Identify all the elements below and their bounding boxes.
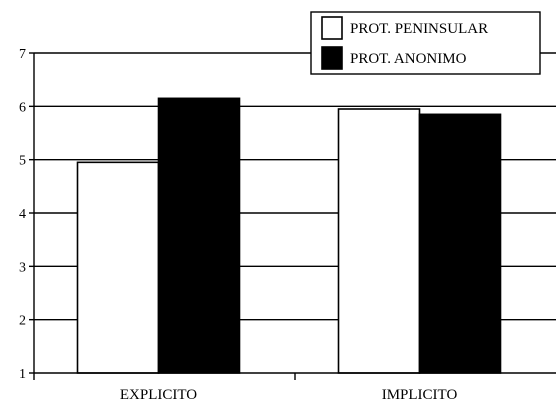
category-label: EXPLICITO (120, 387, 197, 403)
bars (76, 97, 502, 374)
y-tick-label: 5 (19, 154, 26, 169)
y-tick-label: 2 (19, 314, 26, 329)
y-tick-label: 1 (19, 367, 26, 382)
legend-swatch (321, 46, 343, 70)
legend-label: PROT. ANONIMO (350, 51, 467, 67)
bar-anonimo-implicito (418, 113, 502, 374)
bar-anonimo-explicito (157, 97, 241, 374)
y-tick-label: 6 (19, 100, 26, 115)
category-labels: EXPLICITO IMPLICITO (120, 387, 458, 403)
y-tick-label: 7 (19, 47, 26, 62)
legend-label: PROT. PENINSULAR (350, 21, 488, 37)
legend-swatch (321, 16, 343, 40)
legend-box (310, 11, 541, 75)
category-label: IMPLICITO (382, 387, 458, 403)
bar-peninsular-explicito (76, 161, 160, 374)
y-tick-label: 3 (19, 260, 26, 275)
y-tick-label: 4 (19, 207, 26, 222)
legend: PROT. PENINSULAR PROT. ANONIMO (310, 11, 541, 75)
bar-peninsular-implicito (337, 108, 421, 374)
axes (29, 52, 556, 380)
y-tick-labels: 1 2 3 4 5 6 7 (19, 47, 26, 382)
